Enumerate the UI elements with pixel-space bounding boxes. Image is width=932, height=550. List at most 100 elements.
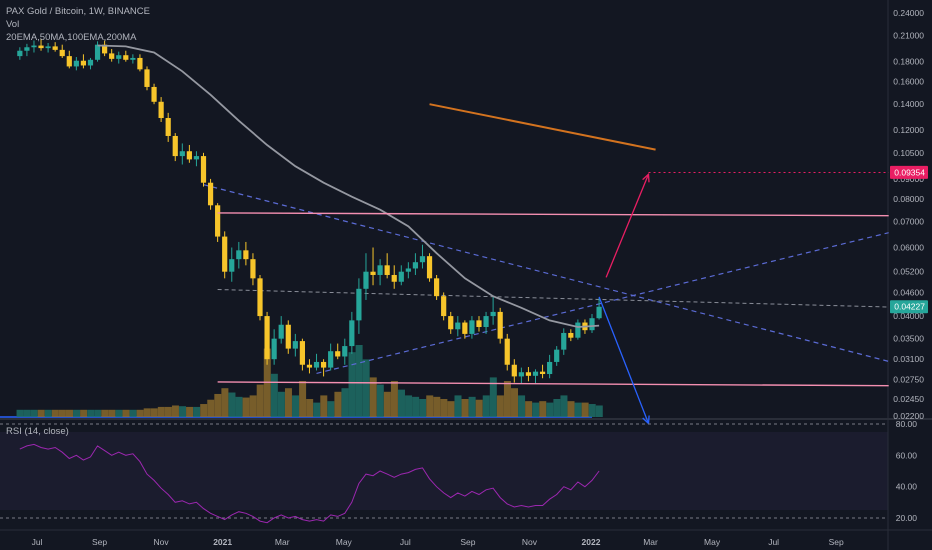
price-axis[interactable]: 0.24000 0.21000 0.18000 0.16000 0.14000 0.120… bbox=[890, 8, 928, 523]
candle-body bbox=[441, 296, 447, 317]
candle-body bbox=[123, 55, 129, 60]
price-tick-label: 0.04600 bbox=[893, 287, 924, 297]
volume-bar bbox=[37, 409, 45, 417]
candle-body bbox=[518, 372, 524, 377]
volume-bar bbox=[496, 395, 504, 417]
volume-bar bbox=[376, 384, 384, 417]
candle-body bbox=[412, 262, 419, 269]
candle-body bbox=[398, 271, 404, 282]
candle-body bbox=[313, 361, 320, 368]
candle-body bbox=[236, 250, 242, 260]
candle-body bbox=[405, 268, 411, 272]
moving-average-indicator-label[interactable]: 20EMA,50MA,100EMA,200MA bbox=[6, 32, 137, 43]
time-axis[interactable]: Jul Sep Nov 2021 Mar May Jul Sep Nov 2022 Mar May Ju… bbox=[32, 537, 844, 547]
volume-indicator-label[interactable]: Vol bbox=[6, 19, 20, 30]
candle-body bbox=[264, 316, 270, 360]
candle-body bbox=[299, 341, 305, 365]
candle-body bbox=[504, 338, 510, 365]
price-tick-label: 0.04000 bbox=[893, 311, 924, 321]
time-tick-label: Jul bbox=[768, 537, 779, 547]
volume-bar bbox=[412, 396, 420, 417]
volume-bar bbox=[65, 409, 73, 417]
price-tick-label: 0.21000 bbox=[893, 31, 924, 41]
time-tick-label: Jul bbox=[32, 537, 43, 547]
volume-bar bbox=[87, 409, 95, 417]
volume-bar bbox=[108, 409, 116, 417]
volume-bar bbox=[171, 405, 179, 417]
volume-bar bbox=[320, 395, 328, 417]
time-tick-label: Sep bbox=[829, 537, 844, 547]
symbol-title[interactable]: PAX Gold / Bitcoin, 1W, BINANCE bbox=[6, 6, 150, 17]
rsi-tick-label: 60.00 bbox=[896, 450, 918, 460]
candle-body bbox=[490, 311, 496, 317]
candle-body bbox=[462, 322, 468, 334]
volume-bar bbox=[482, 395, 490, 417]
candle-body bbox=[335, 351, 341, 357]
candle-body bbox=[144, 69, 150, 87]
candle-body bbox=[38, 45, 44, 49]
volume-bar bbox=[228, 392, 236, 417]
candle-body bbox=[363, 271, 369, 289]
volume-bar bbox=[447, 401, 455, 417]
time-tick-label: May bbox=[336, 537, 353, 547]
volume-bar bbox=[284, 388, 292, 417]
volume-bar bbox=[122, 409, 130, 417]
orange-trendline bbox=[429, 103, 656, 151]
price-tick-label: 0.02750 bbox=[893, 374, 924, 384]
candle-body bbox=[257, 278, 263, 317]
volume-bar bbox=[277, 391, 285, 417]
candle-body bbox=[207, 182, 214, 206]
time-tick-label: Mar bbox=[643, 537, 658, 547]
drawing-layer[interactable] bbox=[217, 103, 889, 425]
volume-bar bbox=[179, 406, 187, 417]
pink-arrow-up-head bbox=[642, 172, 650, 183]
volume-bar bbox=[475, 399, 483, 417]
volume-bar bbox=[518, 395, 526, 417]
candle-body bbox=[278, 324, 284, 339]
chart-legend: PAX Gold / Bitcoin, 1W, BINANCE Vol 20EM… bbox=[6, 5, 150, 44]
moving-average-layer bbox=[97, 44, 600, 328]
volume-bar bbox=[101, 409, 109, 417]
volume-bar bbox=[129, 409, 137, 417]
candle-body bbox=[469, 320, 475, 334]
volume-bar bbox=[16, 409, 24, 417]
candle-body bbox=[455, 322, 461, 330]
price-tick-label: 0.09000 bbox=[893, 174, 924, 184]
candle-body bbox=[94, 44, 101, 60]
volume-bar bbox=[143, 408, 151, 417]
volume-bar bbox=[581, 402, 589, 417]
volume-bar bbox=[44, 409, 52, 417]
candle-body bbox=[193, 156, 200, 160]
candle-body bbox=[328, 351, 334, 368]
candle-body bbox=[17, 50, 23, 57]
candle-body bbox=[370, 271, 376, 275]
volume-bar bbox=[560, 395, 568, 417]
candle-body bbox=[186, 151, 192, 160]
rsi-tick-label: 20.00 bbox=[896, 513, 918, 523]
volume-bar bbox=[468, 396, 476, 417]
price-tick-label: 0.08000 bbox=[893, 194, 924, 204]
volume-bar bbox=[574, 402, 582, 417]
rsi-pane bbox=[0, 423, 888, 524]
candle-body bbox=[87, 59, 94, 66]
volume-bar bbox=[397, 389, 405, 417]
volume-bar bbox=[341, 388, 349, 417]
pink-support-line bbox=[217, 381, 889, 387]
moving-average-line bbox=[97, 44, 600, 328]
price-tick-label: 0.06000 bbox=[893, 242, 924, 252]
volume-bar bbox=[503, 381, 511, 417]
candle-body bbox=[568, 332, 574, 338]
volume-bar bbox=[595, 405, 603, 417]
volume-bar bbox=[567, 401, 575, 417]
rsi-indicator-label[interactable]: RSI (14, close) bbox=[6, 426, 69, 437]
volume-bar bbox=[73, 409, 81, 417]
volume-bar bbox=[362, 359, 370, 417]
candle-body bbox=[31, 45, 37, 48]
price-tick-label-partial: 0.02200 bbox=[893, 411, 924, 421]
candle-body bbox=[116, 55, 122, 59]
candle-body bbox=[229, 259, 235, 272]
volume-area bbox=[16, 345, 603, 417]
time-tick-label: Jul bbox=[400, 537, 411, 547]
